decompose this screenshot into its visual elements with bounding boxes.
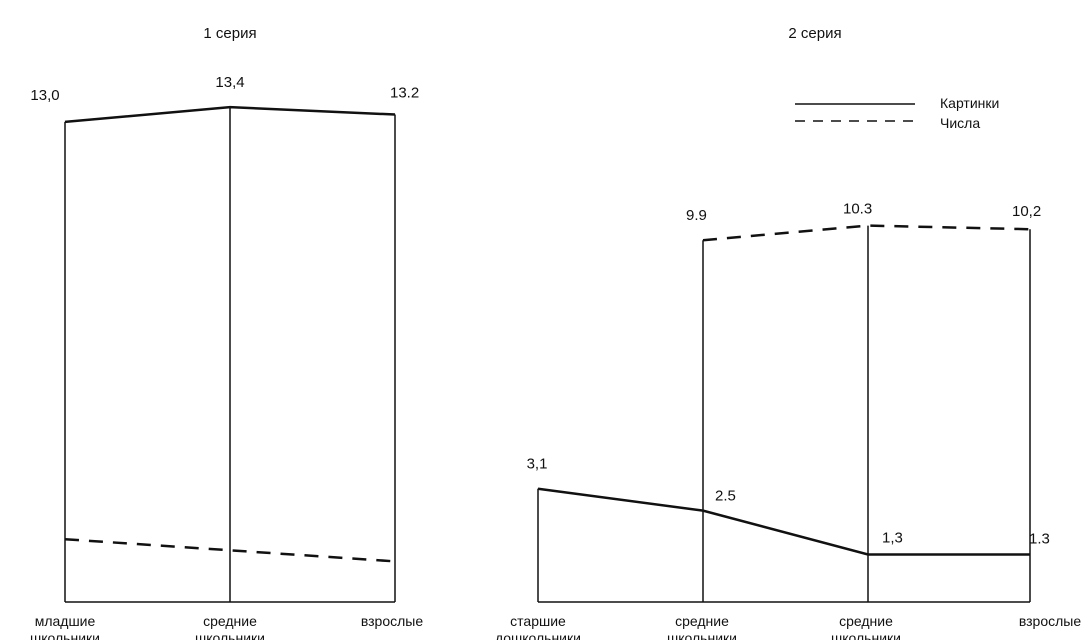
legend-label-pictures: Картинки xyxy=(940,95,999,111)
chart-2-pictures-label-4: 1.3 xyxy=(1029,530,1050,547)
chart-1-series-numbers-line xyxy=(64,537,396,563)
chart-2-category-label-2-2: школьники xyxy=(667,630,737,640)
chart-2-category-label-1-2: дошкольники xyxy=(495,630,581,640)
chart-2-category-label-1-1: старшие xyxy=(510,613,566,629)
legend: Картинки Числа xyxy=(795,95,999,131)
chart-marks: 13,013,413.2младшиешкольникисредниешколь… xyxy=(30,74,1081,640)
chart-1-series-pictures-line xyxy=(64,105,396,124)
chart-1-category-label-2-2: школьники xyxy=(195,630,265,640)
chart-2-pictures-label-3: 1,3 xyxy=(882,529,903,546)
chart-2-pictures-label-2: 2.5 xyxy=(715,488,736,505)
chart-2-category-label-3-2: школьники xyxy=(831,630,901,640)
chart-1-category-label-1-1: младшие xyxy=(35,613,96,629)
chart-2-pictures-label-1: 3,1 xyxy=(527,456,548,473)
chart-2-category-label-3-1: средние xyxy=(839,613,893,629)
chart-1-category-label-2-1: средние xyxy=(203,613,257,629)
legend-label-numbers: Числа xyxy=(940,115,980,131)
chart-1-category-label-3-1: взрослые xyxy=(361,613,424,629)
chart-2-numbers-label-3: 10.3 xyxy=(843,201,872,218)
chart-2-numbers-label-4: 10,2 xyxy=(1012,203,1041,220)
chart-2-series-pictures-line xyxy=(537,487,1030,556)
chart-2-title: 2 серия xyxy=(788,25,841,42)
chart-2-category-label-2-1: средние xyxy=(675,613,729,629)
chart-2-series-numbers-line xyxy=(702,224,1031,242)
chart-1-pictures-label-3: 13.2 xyxy=(390,85,419,102)
chart-2-category-label-4-1: взрослые xyxy=(1019,613,1081,629)
chart-1-category-label-1-2: школьники xyxy=(30,630,100,640)
chart-1-pictures-label-1: 13,0 xyxy=(30,87,59,104)
chart-1-pictures-label-2: 13,4 xyxy=(215,74,244,91)
chart-1-title: 1 серия xyxy=(203,25,256,42)
chart-2-numbers-label-2: 9.9 xyxy=(686,207,707,224)
